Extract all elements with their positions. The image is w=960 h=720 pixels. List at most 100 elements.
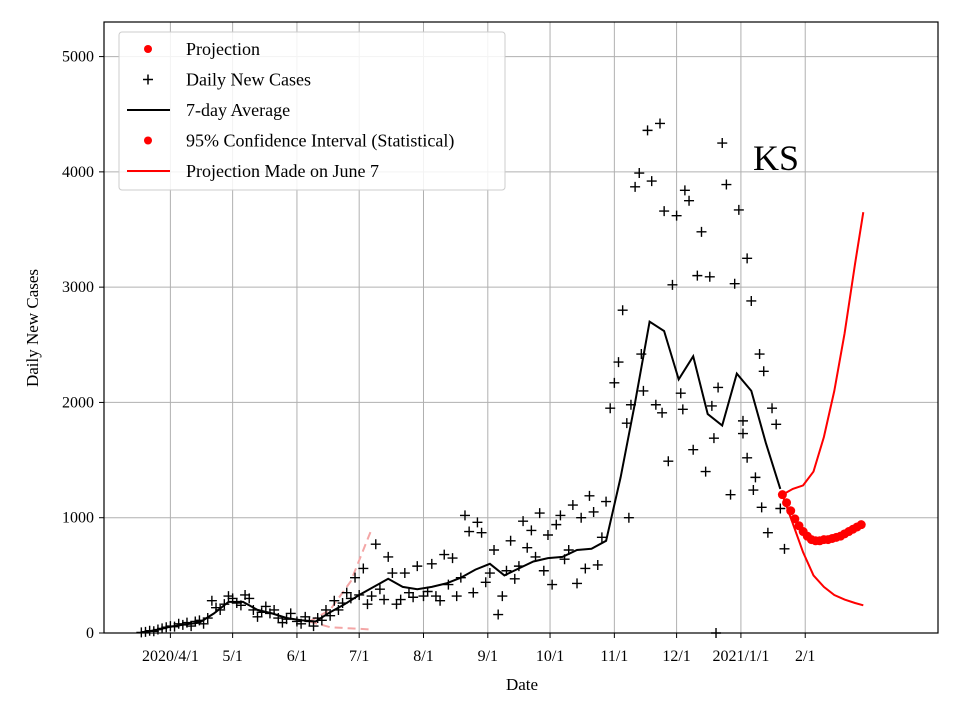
daily-case-marker — [459, 510, 470, 521]
daily-case-marker — [426, 558, 437, 569]
daily-case-marker — [567, 500, 578, 511]
legend-dot-icon — [144, 136, 152, 145]
legend-item: Daily New Cases — [143, 70, 311, 90]
legend-label: Projection Made on June 7 — [186, 161, 379, 181]
daily-case-marker — [605, 403, 616, 414]
daily-case-marker — [762, 527, 773, 538]
daily-case-marker — [408, 592, 419, 603]
daily-case-marker — [493, 609, 504, 620]
daily-case-marker — [464, 526, 475, 537]
daily-case-marker — [244, 593, 255, 604]
daily-case-marker — [395, 594, 406, 605]
daily-case-marker — [350, 572, 361, 583]
daily-case-marker — [451, 591, 462, 602]
daily-case-marker — [677, 404, 688, 415]
daily-case-marker — [642, 125, 653, 136]
daily-case-marker — [252, 611, 263, 622]
x-tick-label: 11/1 — [600, 648, 628, 665]
daily-case-marker — [758, 366, 769, 377]
daily-case-marker — [737, 415, 748, 426]
daily-case-marker — [688, 444, 699, 455]
daily-case-marker — [746, 295, 757, 306]
daily-case-marker — [206, 595, 217, 606]
daily-case-marker — [708, 433, 719, 444]
daily-case-marker — [358, 563, 369, 574]
daily-case-marker — [655, 118, 665, 129]
daily-case-marker — [588, 506, 599, 517]
legend-plus-icon — [143, 74, 153, 85]
daily-case-marker — [657, 407, 668, 418]
daily-case-marker — [522, 542, 533, 553]
daily-case-marker — [742, 253, 753, 264]
projection-point — [786, 506, 796, 516]
plot-frame — [103, 21, 939, 634]
daily-case-marker — [534, 508, 545, 519]
legend: Projection Daily New Cases 7-day Average 95… — [118, 31, 506, 191]
daily-case-marker — [617, 305, 628, 316]
daily-case-marker — [729, 278, 740, 289]
x-tick-label: 2021/1/1 — [712, 648, 769, 665]
daily-case-marker — [713, 382, 724, 393]
daily-case-marker — [231, 598, 242, 609]
daily-case-marker — [775, 503, 786, 514]
daily-case-marker — [260, 601, 271, 612]
chart-annotation: KS — [753, 138, 799, 178]
daily-case-marker — [596, 532, 607, 543]
daily-case-marker — [468, 587, 479, 598]
daily-case-marker — [190, 616, 201, 627]
daily-case-marker — [646, 176, 657, 187]
x-tick-label: 5/1 — [222, 648, 242, 665]
daily-case-marker — [418, 591, 429, 602]
daily-case-marker — [706, 400, 717, 411]
x-tick-label: 12/1 — [662, 648, 690, 665]
daily-case-marker — [480, 577, 491, 588]
daily-case-marker — [439, 549, 450, 560]
daily-case-marker — [484, 568, 495, 579]
daily-case-marker — [472, 517, 483, 528]
x-tick-label: 7/1 — [349, 648, 369, 665]
axis-ticks: 2020/4/1 5/1 6/1 7/1 8/1 9/1 10/1 11/1 12/1 2021/… — [62, 49, 815, 665]
legend-label: Daily New Cases — [186, 70, 311, 90]
x-tick-label: 8/1 — [413, 648, 433, 665]
daily-case-marker — [285, 608, 296, 619]
daily-case-marker — [779, 543, 790, 554]
daily-case-marker — [742, 452, 753, 463]
daily-case-marker — [659, 206, 670, 217]
daily-case-marker — [391, 599, 402, 610]
daily-case-marker — [684, 195, 695, 206]
daily-case-marker — [476, 527, 487, 538]
daily-case-marker — [509, 573, 520, 584]
daily-case-marker — [387, 568, 398, 579]
daily-case-marker — [613, 357, 624, 368]
ci-lower-line — [781, 494, 864, 607]
daily-case-marker — [366, 591, 377, 602]
daily-case-marker — [717, 138, 728, 149]
june7-projection-line — [309, 620, 372, 631]
projection-point — [856, 520, 866, 530]
y-axis-label: Daily New Cases — [23, 269, 42, 387]
daily-case-marker — [630, 181, 641, 192]
june7-projection-line — [308, 528, 373, 623]
daily-case-marker — [748, 485, 759, 496]
y-tick-label: 5000 — [62, 49, 94, 66]
daily-case-marker — [650, 399, 661, 410]
daily-case-marker — [538, 565, 549, 576]
daily-case-marker — [756, 502, 767, 513]
x-tick-label: 9/1 — [478, 648, 498, 665]
daily-case-marker — [497, 591, 508, 602]
daily-case-marker — [403, 587, 414, 598]
daily-case-marker — [173, 618, 184, 629]
daily-case-marker — [223, 591, 234, 602]
daily-case-marker — [750, 472, 761, 483]
daily-case-marker — [667, 279, 678, 290]
ci-upper-line — [781, 212, 865, 496]
daily-case-marker — [489, 544, 500, 555]
daily-case-marker — [679, 185, 690, 196]
y-tick-label: 3000 — [62, 279, 94, 296]
daily-case-marker — [737, 428, 748, 439]
daily-case-marker — [634, 168, 645, 179]
daily-case-marker — [580, 563, 591, 574]
y-tick-label: 2000 — [62, 394, 94, 411]
projection-point — [790, 514, 800, 524]
